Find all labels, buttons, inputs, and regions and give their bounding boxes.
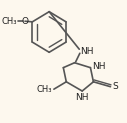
Text: NH: NH: [80, 46, 94, 56]
Text: O: O: [21, 17, 29, 26]
Text: S: S: [112, 82, 118, 91]
Text: CH₃: CH₃: [36, 85, 52, 94]
Text: CH₃: CH₃: [1, 17, 17, 26]
Text: NH: NH: [75, 93, 88, 102]
Text: NH: NH: [93, 62, 106, 71]
